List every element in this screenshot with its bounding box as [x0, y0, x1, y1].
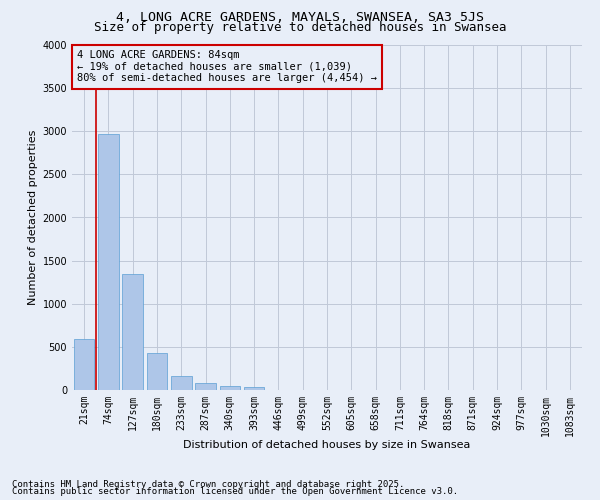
Text: 4, LONG ACRE GARDENS, MAYALS, SWANSEA, SA3 5JS: 4, LONG ACRE GARDENS, MAYALS, SWANSEA, S…	[116, 11, 484, 24]
Text: Size of property relative to detached houses in Swansea: Size of property relative to detached ho…	[94, 21, 506, 34]
Bar	[146, 353, 167, 390]
Text: Contains public sector information licensed under the Open Government Licence v3: Contains public sector information licen…	[12, 487, 458, 496]
Bar	[74, 339, 94, 390]
X-axis label: Distribution of detached houses by size in Swansea: Distribution of detached houses by size …	[184, 440, 470, 450]
Bar	[244, 386, 265, 390]
Text: 4 LONG ACRE GARDENS: 84sqm
← 19% of detached houses are smaller (1,039)
80% of s: 4 LONG ACRE GARDENS: 84sqm ← 19% of deta…	[77, 50, 377, 84]
Bar	[98, 134, 119, 390]
Y-axis label: Number of detached properties: Number of detached properties	[28, 130, 38, 305]
Bar	[195, 383, 216, 390]
Bar	[122, 274, 143, 390]
Bar	[220, 386, 240, 390]
Bar	[171, 376, 191, 390]
Text: Contains HM Land Registry data © Crown copyright and database right 2025.: Contains HM Land Registry data © Crown c…	[12, 480, 404, 489]
